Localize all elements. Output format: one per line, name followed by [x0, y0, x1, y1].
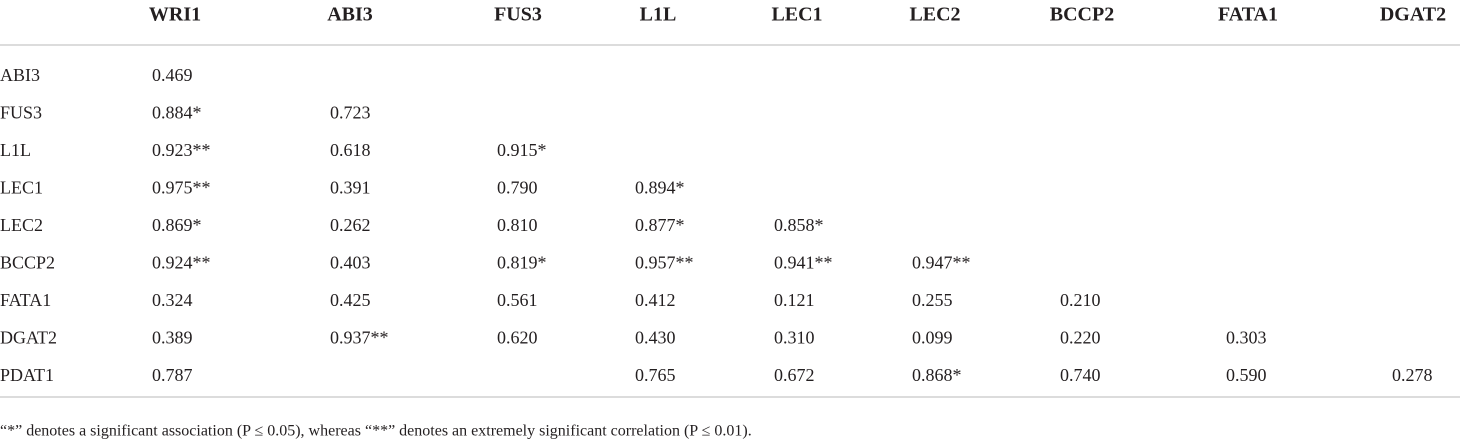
row-label: LEC1: [0, 178, 43, 198]
cell-value: 0.324: [152, 290, 193, 310]
cell-value: 0.620: [497, 328, 538, 348]
cell-value: 0.590: [1226, 365, 1267, 385]
cell-value: 0.858*: [774, 215, 824, 235]
cell-value: 0.884*: [152, 103, 202, 123]
column-header: DGAT2: [1380, 4, 1446, 26]
column-header: ABI3: [327, 4, 373, 26]
cell-value: 0.947**: [912, 253, 971, 273]
column-header: FATA1: [1218, 4, 1278, 26]
cell-value: 0.723: [330, 103, 371, 123]
cell-value: 0.924**: [152, 253, 211, 273]
cell-value: 0.894*: [635, 178, 685, 198]
cell-value: 0.810: [497, 215, 538, 235]
cell-value: 0.923**: [152, 140, 211, 160]
cell-value: 0.430: [635, 328, 676, 348]
cell-value: 0.310: [774, 328, 815, 348]
row-label: FUS3: [0, 103, 42, 123]
footnote: “*” denotes a significant association (P…: [0, 423, 752, 440]
row-label: PDAT1: [0, 365, 54, 385]
cell-value: 0.561: [497, 290, 538, 310]
cell-value: 0.957**: [635, 253, 694, 273]
cell-value: 0.220: [1060, 328, 1101, 348]
cell-value: 0.672: [774, 365, 815, 385]
cell-value: 0.975**: [152, 178, 211, 198]
row-label: FATA1: [0, 290, 51, 310]
row-label: BCCP2: [0, 253, 55, 273]
cell-value: 0.469: [152, 65, 193, 85]
cell-value: 0.262: [330, 215, 371, 235]
cell-value: 0.210: [1060, 290, 1101, 310]
cell-value: 0.389: [152, 328, 193, 348]
cell-value: 0.403: [330, 253, 371, 273]
cell-value: 0.099: [912, 328, 953, 348]
column-header: LEC1: [771, 4, 822, 26]
cell-value: 0.868*: [912, 365, 962, 385]
cell-value: 0.877*: [635, 215, 685, 235]
cell-value: 0.255: [912, 290, 953, 310]
column-header: BCCP2: [1050, 4, 1114, 26]
cell-value: 0.121: [774, 290, 815, 310]
column-header: WRI1: [149, 4, 201, 26]
cell-value: 0.740: [1060, 365, 1101, 385]
cell-value: 0.278: [1392, 365, 1433, 385]
cell-value: 0.303: [1226, 328, 1267, 348]
cell-value: 0.869*: [152, 215, 202, 235]
cell-value: 0.618: [330, 140, 371, 160]
cell-value: 0.941**: [774, 253, 833, 273]
row-label: LEC2: [0, 215, 43, 235]
row-label: ABI3: [0, 65, 40, 85]
column-header: FUS3: [494, 4, 542, 26]
cell-value: 0.937**: [330, 328, 389, 348]
column-header: LEC2: [909, 4, 960, 26]
cell-value: 0.790: [497, 178, 538, 198]
row-label: DGAT2: [0, 328, 57, 348]
column-header: L1L: [640, 4, 677, 26]
cell-value: 0.412: [635, 290, 676, 310]
cell-value: 0.765: [635, 365, 676, 385]
cell-value: 0.425: [330, 290, 371, 310]
cell-value: 0.819*: [497, 253, 547, 273]
row-label: L1L: [0, 140, 31, 160]
cell-value: 0.787: [152, 365, 193, 385]
cell-value: 0.391: [330, 178, 371, 198]
cell-value: 0.915*: [497, 140, 547, 160]
